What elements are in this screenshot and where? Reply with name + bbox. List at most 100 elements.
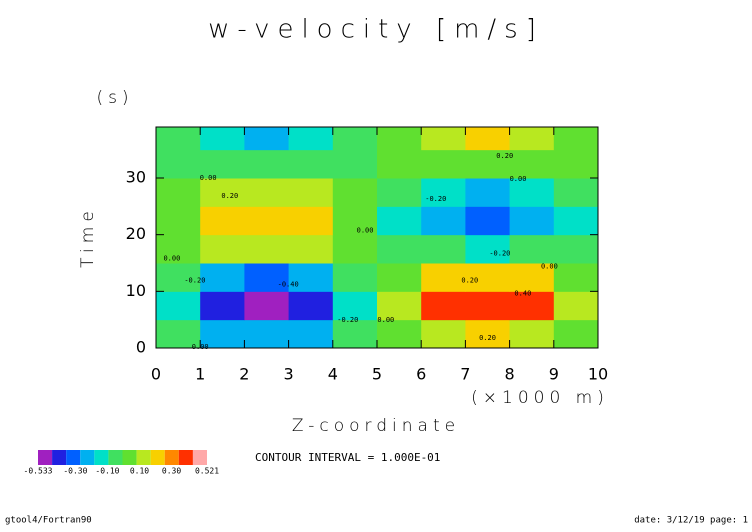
field-cell xyxy=(465,178,511,207)
y-tick-label: 30 xyxy=(126,168,146,187)
field-cell xyxy=(377,234,422,264)
field xyxy=(156,127,598,348)
x-tick-label: 1 xyxy=(195,365,205,384)
field-cell xyxy=(509,178,555,207)
colorbar-box xyxy=(150,450,165,465)
field-cell xyxy=(377,127,422,151)
field-cell xyxy=(553,319,598,348)
contour-label: 0.00 xyxy=(200,174,217,182)
field-cell xyxy=(332,149,378,179)
field-cell xyxy=(288,291,334,321)
field-cell xyxy=(465,127,511,151)
field-cell xyxy=(288,234,334,264)
contour-label: -0.20 xyxy=(184,277,205,285)
y-unit: (s) xyxy=(96,88,133,108)
field-cell xyxy=(332,206,378,236)
field-cell xyxy=(509,263,555,292)
field-cell xyxy=(200,149,245,179)
colorbar-box xyxy=(108,450,123,465)
colorbar-tick-label: 0.30 xyxy=(162,467,181,476)
field-cell xyxy=(244,291,290,321)
colorbar-tick-label: -0.30 xyxy=(63,467,87,476)
field-cell xyxy=(332,127,378,151)
x-tick-label: 0 xyxy=(151,365,161,384)
field-cell xyxy=(553,206,598,236)
field-cell xyxy=(288,319,334,348)
colorbar-box xyxy=(66,450,81,465)
contour-label: 0.20 xyxy=(479,334,496,342)
y-tick-label: 20 xyxy=(126,224,146,243)
contour-label: -0.20 xyxy=(337,316,358,324)
colorbar-box xyxy=(178,450,193,465)
field-cell xyxy=(200,319,245,348)
field-cell xyxy=(244,319,290,348)
field-cell xyxy=(509,206,555,236)
colorbar-box xyxy=(192,450,207,465)
field-cell xyxy=(465,263,511,292)
field-cell xyxy=(377,178,422,207)
field-cell xyxy=(200,206,245,236)
field-cell xyxy=(156,206,201,236)
contour-label: 0.00 xyxy=(541,262,558,270)
chart-title: w-velocity [m/s] xyxy=(208,15,544,45)
colorbar-box xyxy=(164,450,179,465)
contour-label: 0.00 xyxy=(510,175,527,183)
field-cell xyxy=(332,263,378,292)
field-cell xyxy=(377,291,422,321)
x-tick-label: 6 xyxy=(416,365,426,384)
contour-label: 0.00 xyxy=(357,227,374,235)
x-tick-label: 3 xyxy=(284,365,294,384)
field-cell xyxy=(465,291,511,321)
field-cell xyxy=(156,234,201,264)
colorbar-box xyxy=(94,450,109,465)
field-cell xyxy=(244,263,290,292)
footer-left: gtool4/Fortran90 xyxy=(5,516,92,526)
field-cell xyxy=(421,263,466,292)
field-cell xyxy=(421,149,466,179)
footer-right: date: 3/12/19 page: 1 xyxy=(634,516,748,526)
field-cell xyxy=(509,149,555,179)
colorbar-tick-label: 0.10 xyxy=(130,467,149,476)
field-cell xyxy=(156,319,201,348)
field-cell xyxy=(332,319,378,348)
field-cell xyxy=(377,149,422,179)
contour-interval: CONTOUR INTERVAL = 1.000E-01 xyxy=(255,451,440,464)
contour-label: 0.20 xyxy=(461,277,478,285)
field-cell xyxy=(244,178,290,207)
contour-label: -0.20 xyxy=(425,195,446,203)
x-tick-label: 5 xyxy=(372,365,382,384)
y-tick-label: 0 xyxy=(136,338,146,357)
y-axis-label: Time xyxy=(78,206,98,268)
field-cell xyxy=(377,263,422,292)
field-cell xyxy=(509,127,555,151)
field-cell xyxy=(288,263,334,292)
field-cell xyxy=(288,149,334,179)
field-cell xyxy=(465,319,511,348)
field-cell xyxy=(509,319,555,348)
field-cell xyxy=(244,127,290,151)
x-tick-label: 2 xyxy=(239,365,249,384)
field-cell xyxy=(288,127,334,151)
contour-label: 0.40 xyxy=(514,290,531,298)
x-tick-label: 8 xyxy=(505,365,515,384)
field-cell xyxy=(156,291,201,321)
field-cell xyxy=(332,178,378,207)
x-tick-label: 9 xyxy=(549,365,559,384)
field-cell xyxy=(421,127,466,151)
field-cell xyxy=(465,234,511,264)
field-cell xyxy=(509,234,555,264)
colorbar-tick-label: 0.521 xyxy=(195,467,219,476)
field-cell xyxy=(553,127,598,151)
field-cell xyxy=(200,234,245,264)
field-cell xyxy=(421,291,466,321)
field-cell xyxy=(553,178,598,207)
colorbar-box xyxy=(52,450,67,465)
field-cell xyxy=(553,263,598,292)
contour-label: 0.00 xyxy=(163,254,180,262)
colorbar-box xyxy=(38,450,53,465)
colorbar-box xyxy=(80,450,95,465)
x-tick-label: 7 xyxy=(460,365,470,384)
field-cell xyxy=(421,319,466,348)
x-tick-label: 10 xyxy=(588,365,608,384)
contour-label: 0.20 xyxy=(496,152,513,160)
